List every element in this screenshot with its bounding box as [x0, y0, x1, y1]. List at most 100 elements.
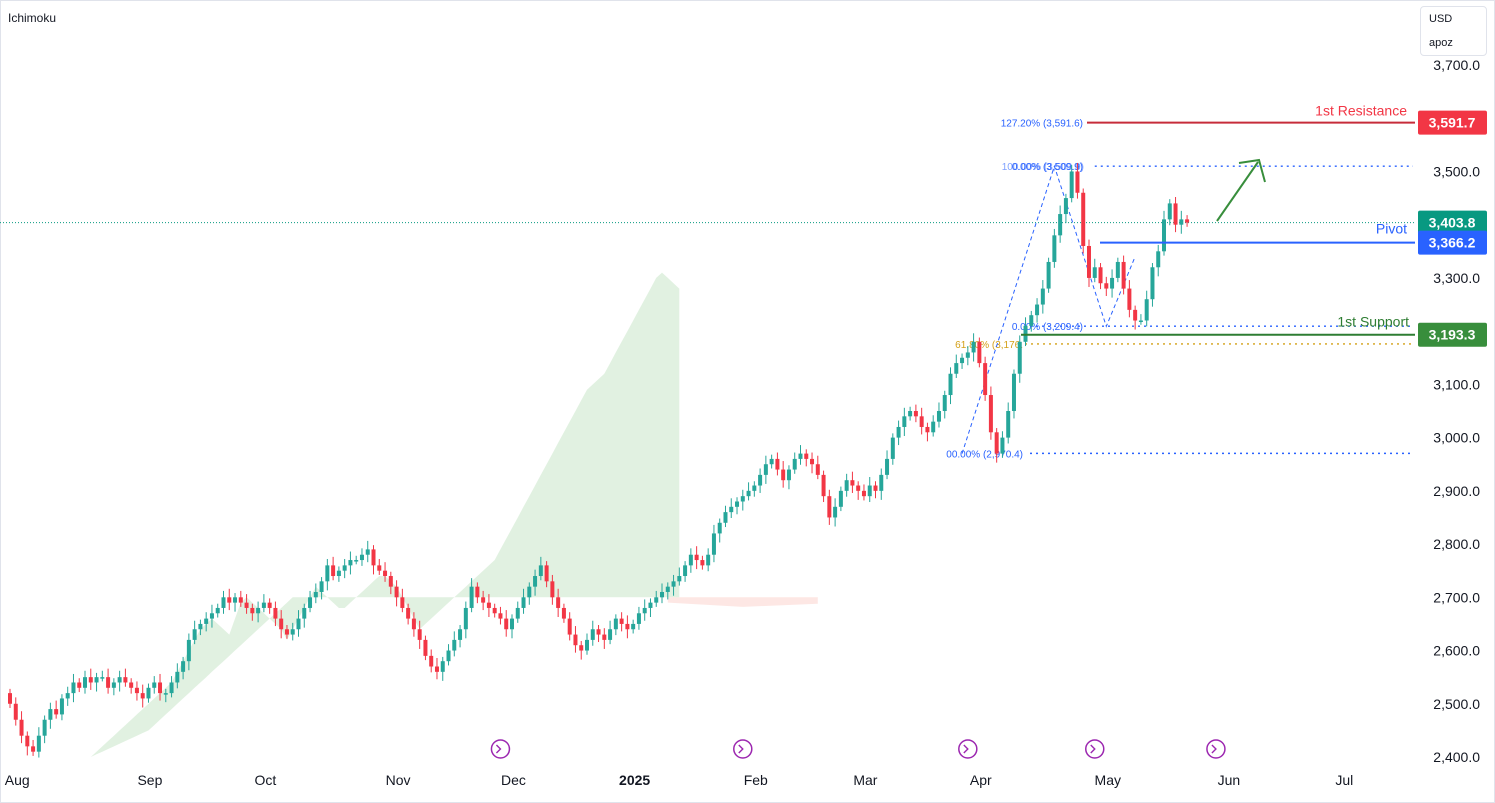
- candle-body: [106, 677, 111, 688]
- pivot-tag: [1418, 230, 1487, 255]
- candle-body: [994, 432, 999, 454]
- trend-arrow: [1216, 161, 1259, 222]
- y-tick-label: 2,600.0: [1433, 643, 1480, 659]
- candle-body: [775, 458, 780, 470]
- candle-body: [42, 719, 47, 736]
- candle-body: [1173, 203, 1178, 225]
- candle-body: [902, 416, 907, 427]
- candle-body: [296, 618, 301, 630]
- candle-body: [550, 581, 555, 598]
- candle-body: [538, 565, 543, 577]
- candle-body: [706, 554, 711, 566]
- candle-body: [1035, 304, 1040, 316]
- event-icon: [1085, 739, 1105, 759]
- candle-body: [140, 693, 145, 699]
- candle-body: [971, 341, 976, 353]
- pivot-label: Pivot: [1376, 221, 1407, 237]
- candle-body: [763, 464, 768, 475]
- candle-body: [394, 586, 399, 598]
- candle-body: [861, 490, 866, 497]
- indicator-label[interactable]: Ichimoku: [8, 11, 57, 25]
- candle-body: [729, 506, 734, 513]
- x-tick-label: Jun: [1218, 772, 1241, 788]
- x-tick-label: Mar: [853, 772, 877, 788]
- candle-body: [54, 709, 59, 715]
- candle-body: [792, 458, 797, 470]
- fib-label-overlap: 100.00% (3,509.9): [1002, 162, 1084, 173]
- candle-body: [527, 586, 532, 598]
- y-tick-label: 2,800.0: [1433, 536, 1480, 552]
- candle-body: [838, 490, 843, 507]
- resistance-tag: [1418, 110, 1487, 135]
- candle-body: [331, 565, 336, 577]
- candle-body: [613, 618, 618, 630]
- candle-body: [636, 613, 641, 624]
- candle-body: [423, 639, 428, 656]
- support-label: 1st Support: [1337, 314, 1409, 330]
- candle-body: [700, 560, 705, 566]
- currency-box[interactable]: USD apoz: [1420, 6, 1487, 56]
- candle-body: [492, 607, 497, 614]
- candle-body: [786, 469, 791, 481]
- candle-body: [1006, 411, 1011, 438]
- event-icon: [958, 739, 978, 759]
- candle-body: [954, 363, 959, 374]
- candle-body: [204, 618, 209, 624]
- candle-body: [475, 586, 480, 598]
- candle-body: [579, 645, 584, 651]
- candle-body: [354, 560, 359, 562]
- candle-body: [175, 671, 180, 683]
- x-tick-label: Aug: [5, 772, 30, 788]
- candle-body: [1144, 299, 1149, 321]
- candle-body: [660, 591, 665, 598]
- fib-label: 127.20% (3,591.6): [1001, 119, 1083, 130]
- candle-body: [567, 618, 572, 635]
- candle-body: [844, 480, 849, 491]
- candle-body: [504, 618, 509, 630]
- candle-body: [1063, 198, 1068, 215]
- candle-body: [781, 469, 786, 481]
- candle-body: [1075, 171, 1080, 193]
- candle-body: [209, 613, 214, 619]
- candle-body: [336, 570, 341, 577]
- candle-body: [1156, 251, 1161, 268]
- candle-body: [469, 586, 474, 608]
- candle-body: [244, 602, 249, 608]
- candle-body: [515, 607, 520, 619]
- candle-body: [1138, 320, 1143, 323]
- y-tick-label: 3,000.0: [1433, 430, 1480, 446]
- event-icon-chevron: [963, 744, 969, 754]
- candle-body: [452, 639, 457, 651]
- candle-body: [1017, 341, 1022, 374]
- candle-body: [348, 560, 353, 566]
- candle-body: [769, 458, 774, 465]
- candle-body: [1058, 214, 1063, 236]
- candle-body: [867, 485, 872, 497]
- candle-body: [71, 682, 76, 694]
- candle-body: [758, 474, 763, 486]
- candle-body: [371, 549, 376, 566]
- candle-body: [256, 607, 261, 614]
- candle-body: [31, 746, 36, 752]
- candle-body: [308, 597, 313, 608]
- candle-body: [88, 677, 93, 683]
- event-icon-chevron: [1090, 744, 1096, 754]
- candle-body: [925, 426, 930, 433]
- y-tick-label: 3,500.0: [1433, 163, 1480, 179]
- candle-body: [77, 682, 82, 688]
- candle-body: [746, 490, 751, 497]
- candle-body: [486, 602, 491, 608]
- candle-body: [273, 607, 278, 619]
- candle-body: [279, 618, 284, 630]
- candle-body: [411, 618, 416, 630]
- candle-body: [711, 533, 716, 555]
- event-icon-chevron: [1211, 744, 1217, 754]
- candle-body: [267, 602, 272, 608]
- candle-body: [313, 591, 318, 598]
- candle-body: [717, 522, 722, 534]
- candle-body: [1115, 261, 1120, 278]
- candle-body: [654, 597, 659, 603]
- candle-body: [931, 421, 936, 433]
- x-tick-label: Sep: [137, 772, 162, 788]
